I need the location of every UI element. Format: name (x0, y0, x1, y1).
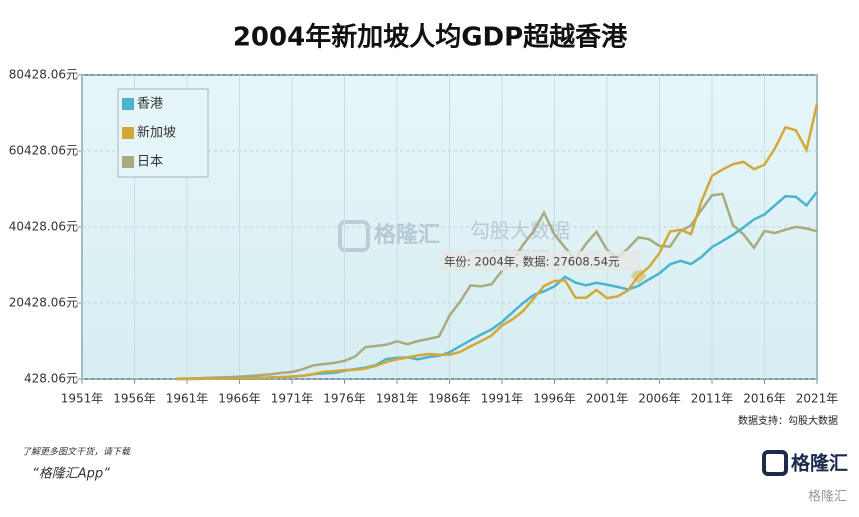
x-tick-label: 1956年 (113, 392, 156, 406)
watermark-icon (338, 220, 370, 252)
series-line (176, 192, 818, 381)
highlight-marker (630, 266, 647, 285)
x-tick-label: 1971年 (271, 392, 314, 406)
footer-small-logo: 格隆汇 (808, 489, 847, 505)
x-tick-label: 1951年 (61, 392, 104, 406)
legend-swatch (122, 127, 134, 139)
series-line (176, 103, 819, 381)
legend-label: 香港 (137, 97, 163, 112)
chart-title: 2004年新加坡人均GDP超越香港 (233, 22, 628, 53)
x-tick-label: 1966年 (218, 392, 261, 406)
logo-icon (762, 450, 788, 476)
legend-label: 日本 (137, 155, 163, 170)
y-tick-label: 428.06元 (24, 372, 78, 386)
legend-swatch (122, 156, 134, 168)
y-tick-label: 80428.06元 (9, 68, 78, 82)
footer-app: “格隆汇App” (32, 467, 110, 482)
x-tick-label: 1981年 (376, 392, 419, 406)
x-tick-label: 2001年 (586, 392, 629, 406)
footer-logo: 格隆汇 (791, 452, 848, 475)
x-tick-label: 2006年 (638, 392, 681, 406)
y-tick-label: 20428.06元 (9, 296, 78, 310)
y-tick-label: 60428.06元 (9, 144, 78, 158)
legend-label: 新加坡 (137, 125, 176, 141)
x-tick-label: 1996年 (533, 392, 576, 406)
x-tick-label: 2016年 (743, 392, 786, 406)
y-tick-label: 40428.06元 (9, 220, 78, 234)
tooltip-box (440, 251, 640, 271)
x-tick-label: 1986年 (428, 392, 471, 406)
footer-note: 了解更多图文干货，请下载 (22, 447, 131, 458)
x-tick-label: 1976年 (323, 392, 366, 406)
watermark-brand: 格隆汇 (374, 222, 440, 248)
tooltip: 年份: 2004年, 数据: 27608.54元 (444, 255, 620, 269)
x-tick-label: 2011年 (691, 392, 734, 406)
source: 数据支持：勾股大数据 (738, 414, 838, 427)
x-tick-label: 1991年 (481, 392, 524, 406)
x-tick-label: 2021年 (796, 392, 839, 406)
x-tick-label: 1961年 (166, 392, 209, 406)
legend-swatch (122, 98, 134, 110)
